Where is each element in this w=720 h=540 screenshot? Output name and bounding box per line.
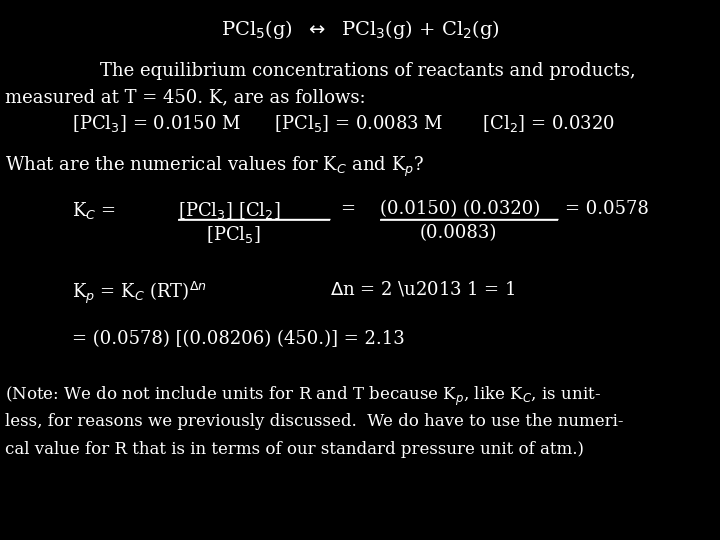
Text: cal value for R that is in terms of our standard pressure unit of atm.): cal value for R that is in terms of our … — [5, 441, 584, 458]
Text: The equilibrium concentrations of reactants and products,: The equilibrium concentrations of reacta… — [100, 62, 636, 80]
Text: [PCl$_5$]: [PCl$_5$] — [206, 224, 261, 245]
Text: less, for reasons we previously discussed.  We do have to use the numeri-: less, for reasons we previously discusse… — [5, 413, 624, 430]
Text: K$_p$ = K$_C$ (RT)$^{\Delta n}$: K$_p$ = K$_C$ (RT)$^{\Delta n}$ — [72, 280, 207, 306]
Text: (0.0150) (0.0320): (0.0150) (0.0320) — [380, 200, 540, 218]
Text: PCl$_5$(g)  $\leftrightarrow$  PCl$_3$(g) + Cl$_2$(g): PCl$_5$(g) $\leftrightarrow$ PCl$_3$(g) … — [220, 18, 500, 41]
Text: =: = — [340, 200, 355, 218]
Text: (Note: We do not include units for R and T because K$_p$, like K$_C$, is unit-: (Note: We do not include units for R and… — [5, 385, 601, 408]
Text: [PCl$_3$] = 0.0150 M      [PCl$_5$] = 0.0083 M       [Cl$_2$] = 0.0320: [PCl$_3$] = 0.0150 M [PCl$_5$] = 0.0083 … — [72, 113, 615, 134]
Text: K$_C$ =: K$_C$ = — [72, 200, 118, 221]
Text: = 0.0578: = 0.0578 — [565, 200, 649, 218]
Text: measured at T = 450. K, are as follows:: measured at T = 450. K, are as follows: — [5, 88, 366, 106]
Text: = (0.0578) [(0.08206) (450.)] = 2.13: = (0.0578) [(0.08206) (450.)] = 2.13 — [72, 330, 405, 348]
Text: [PCl$_3$] [Cl$_2$]: [PCl$_3$] [Cl$_2$] — [178, 200, 281, 221]
Text: What are the numerical values for K$_C$ and K$_p$?: What are the numerical values for K$_C$ … — [5, 155, 424, 179]
Text: $\Delta$n = 2 \u2013 1 = 1: $\Delta$n = 2 \u2013 1 = 1 — [330, 280, 516, 299]
Text: (0.0083): (0.0083) — [420, 224, 498, 242]
